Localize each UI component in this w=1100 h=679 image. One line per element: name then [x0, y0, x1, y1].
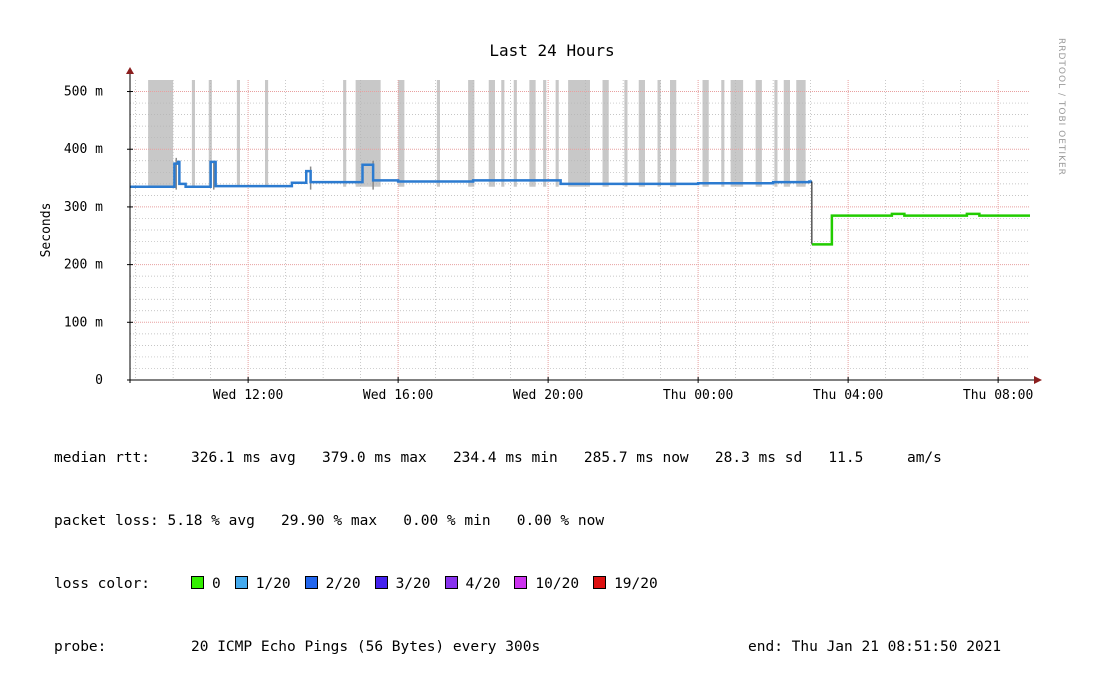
- rtt-min: 234.4 ms min: [452, 450, 558, 466]
- loss-color-item: 0: [191, 574, 221, 595]
- loss-color-items: 0 1/20 2/20 3/20 4/20 10/20 19/20: [191, 576, 672, 592]
- loss-band: [774, 80, 778, 187]
- packet-loss-label: packet loss:: [54, 513, 159, 529]
- loss-color-label: loss color:: [54, 576, 151, 592]
- legend-rtt-row: median rtt: 326.1 ms avg 379.0 ms max 234…: [54, 448, 1064, 469]
- x-axis-arrow: [1034, 376, 1042, 384]
- loss-color-item: 1/20: [234, 574, 291, 595]
- loss-color-item-label: 0: [212, 576, 221, 592]
- watermark: RRDTOOL / TOBI OETIKER: [1056, 38, 1066, 176]
- y-tick-label: 300 m: [64, 200, 103, 215]
- loss-color-item-label: 1/20: [255, 576, 291, 592]
- loss-color-item: 10/20: [514, 574, 579, 595]
- loss-band: [265, 80, 269, 187]
- loss-band: [702, 80, 709, 187]
- legend-probe-row: probe: 20 ICMP Echo Pings (56 Bytes) ever…: [54, 637, 1064, 658]
- rtt-am-unit: am/s: [906, 450, 942, 466]
- rtt-line-segment: [130, 160, 812, 188]
- loss-band: [488, 80, 495, 187]
- loss-band: [398, 80, 405, 187]
- loss-band: [208, 80, 212, 187]
- loss-color-swatch: [593, 576, 607, 589]
- packet-loss-now: 0.00 % now: [516, 513, 605, 529]
- loss-color-item: 2/20: [304, 574, 361, 595]
- loss-color-item: 3/20: [374, 574, 431, 595]
- loss-band: [730, 80, 744, 187]
- legend-packet-loss-row: packet loss: 5.18 % avg 29.90 % max 0.00…: [54, 511, 1064, 532]
- loss-band: [468, 80, 475, 187]
- latency-chart: Last 24 Hours Seconds RRDTOOL / TOBI OET…: [39, 38, 1066, 400]
- loss-band: [343, 80, 347, 187]
- x-tick-label: Thu 00:00: [663, 388, 733, 400]
- loss-band: [568, 80, 590, 187]
- rtt-avg: 326.1 ms avg: [191, 450, 296, 466]
- loss-color-item-label: 3/20: [395, 576, 431, 592]
- rtt-label: median rtt:: [54, 450, 151, 466]
- probe-text: 20 ICMP Echo Pings (56 Bytes) every 300s: [191, 639, 541, 655]
- rtt-am: 11.5: [828, 450, 864, 466]
- loss-color-swatch: [304, 576, 318, 589]
- rtt-now: 285.7 ms now: [583, 450, 689, 466]
- loss-color-item-label: 10/20: [535, 576, 580, 592]
- rtt-sd: 28.3 ms sd: [714, 450, 803, 466]
- loss-band: [638, 80, 645, 187]
- x-tick-label: Wed 20:00: [513, 388, 583, 400]
- loss-band: [796, 80, 806, 187]
- packet-loss-avg: 5.18 % avg: [167, 513, 255, 529]
- loss-color-item-label: 19/20: [614, 576, 658, 592]
- grid-lines: [130, 80, 1030, 380]
- loss-band: [501, 80, 505, 187]
- loss-band: [602, 80, 609, 187]
- y-axis-label: Seconds: [39, 203, 54, 258]
- y-tick-label: 200 m: [64, 258, 103, 273]
- packet-loss-max: 29.90 % max: [281, 513, 378, 529]
- legend: median rtt: 326.1 ms avg 379.0 ms max 234…: [54, 406, 1064, 679]
- loss-color-item-label: 4/20: [465, 576, 501, 592]
- loss-band: [721, 80, 725, 187]
- loss-band: [657, 80, 661, 187]
- loss-band: [670, 80, 677, 187]
- x-tick-label: Thu 04:00: [813, 388, 883, 400]
- loss-band: [624, 80, 628, 187]
- y-axis-arrow: [126, 67, 134, 74]
- x-tick-label: Thu 08:00: [963, 388, 1033, 400]
- x-tick-label: Wed 12:00: [213, 388, 283, 400]
- y-tick-label: 100 m: [64, 315, 103, 330]
- loss-band: [355, 80, 381, 187]
- x-tick-label: Wed 16:00: [363, 388, 433, 400]
- loss-band: [543, 80, 547, 187]
- y-tick-label: 500 m: [64, 85, 103, 100]
- loss-band: [513, 80, 517, 187]
- rtt-line-segment: [811, 212, 1030, 246]
- y-tick-label: 0: [95, 373, 103, 388]
- x-tick-labels: Wed 12:00 Wed 16:00 Wed 20:00 Thu 00:00 Thu …: [213, 377, 1033, 400]
- loss-band: [529, 80, 536, 187]
- chart-title: Last 24 Hours: [489, 41, 614, 60]
- loss-color-item-label: 2/20: [325, 576, 361, 592]
- loss-band: [148, 80, 174, 187]
- y-tick-labels: 0 100 m 200 m 300 m 400 m 500 m: [64, 85, 133, 388]
- loss-band: [755, 80, 762, 187]
- packet-loss-bands: [148, 80, 806, 187]
- rtt-max: 379.0 ms max: [321, 450, 427, 466]
- loss-color-item: 19/20: [593, 574, 658, 595]
- packet-loss-min: 0.00 % min: [403, 513, 491, 529]
- y-tick-label: 400 m: [64, 142, 103, 157]
- loss-color-swatch: [514, 576, 528, 589]
- loss-color-swatch: [191, 576, 204, 589]
- loss-band: [236, 80, 240, 187]
- loss-band: [783, 80, 790, 187]
- loss-band: [555, 80, 559, 187]
- axes: [126, 67, 1042, 384]
- loss-color-item: 4/20: [444, 574, 501, 595]
- loss-band: [436, 80, 440, 187]
- loss-color-swatch: [234, 576, 248, 589]
- loss-color-swatch: [374, 576, 388, 589]
- loss-color-swatch: [444, 576, 458, 589]
- loss-band: [191, 80, 195, 187]
- end-time: end: Thu Jan 21 08:51:50 2021: [748, 639, 1002, 655]
- legend-loss-color-row: loss color: 0 1/20 2/20 3/20 4/20 10/20 19/20: [54, 574, 1064, 595]
- median-rtt-line: [130, 160, 1030, 246]
- probe-label: probe:: [54, 639, 107, 655]
